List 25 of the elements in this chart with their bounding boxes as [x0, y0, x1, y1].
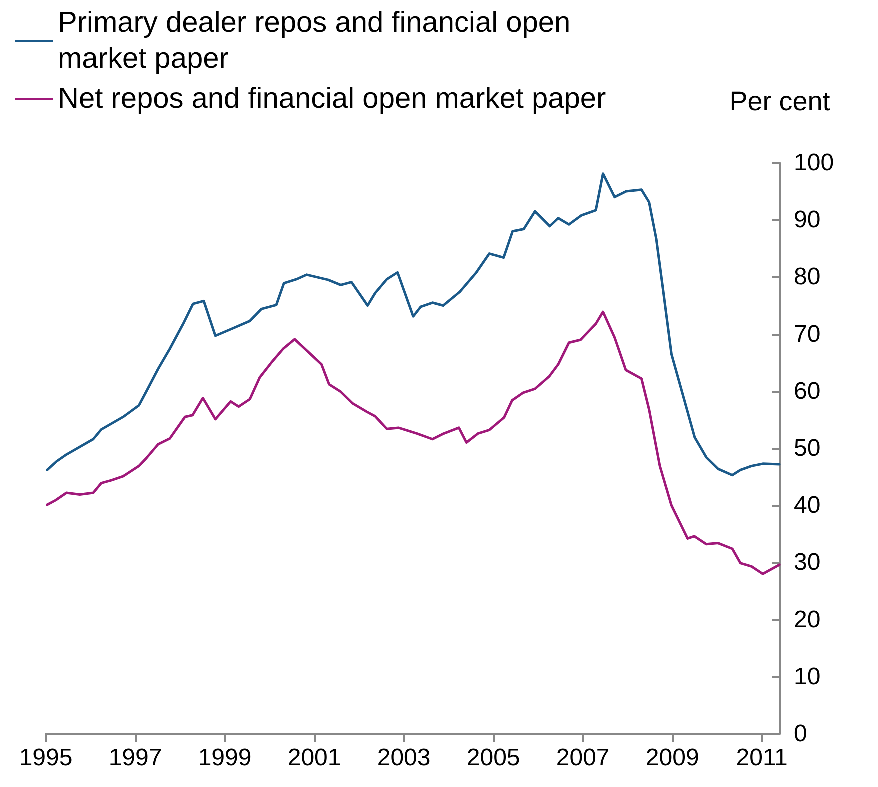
y-tick-label: 80	[794, 264, 821, 291]
y-tick-label: 30	[794, 549, 821, 576]
x-tick-label: 2001	[288, 744, 342, 772]
y-tick-label: 100	[794, 150, 834, 176]
x-tick-label: 2011	[736, 744, 788, 772]
legend-label: Primary dealer repos and financial open market paper	[58, 7, 579, 75]
y-tick-label: 50	[794, 435, 821, 462]
y-tick-label: 20	[794, 606, 821, 634]
x-tick-label: 1997	[108, 744, 162, 772]
x-tick-label: 2007	[556, 744, 610, 772]
y-axis-title: Per cent	[730, 86, 831, 116]
x-tick-label: 1995	[19, 744, 73, 772]
x-tick-label: 1999	[198, 744, 252, 772]
x-tick-label: 2009	[646, 744, 700, 772]
y-tick-label: 70	[794, 320, 821, 348]
line-series	[46, 172, 781, 477]
y-tick-label: 40	[794, 492, 821, 520]
y-tick-label: 60	[794, 378, 821, 405]
line-series	[46, 310, 781, 576]
x-tick-label: 2003	[377, 744, 431, 772]
x-tick-label: 2005	[466, 744, 520, 772]
y-tick-label: 10	[794, 663, 821, 690]
legend-label: Net repos and financial open market paper	[58, 83, 606, 115]
y-tick-label: 0	[794, 720, 808, 748]
y-tick-label: 90	[794, 206, 821, 234]
